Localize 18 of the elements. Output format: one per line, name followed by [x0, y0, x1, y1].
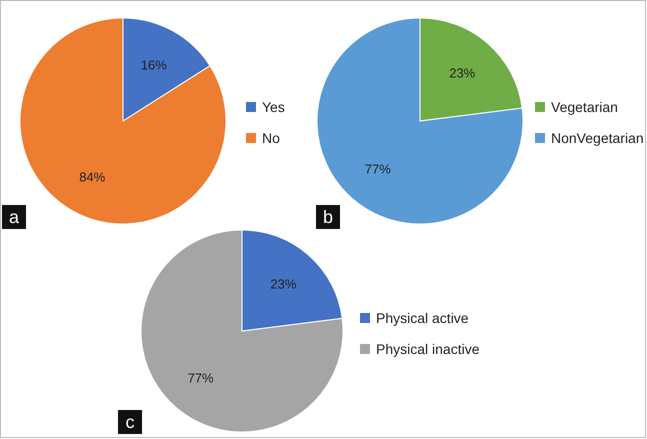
data-label: 23% [449, 66, 476, 81]
pie-slice [316, 18, 524, 224]
legend-label: Vegetarian [551, 98, 618, 115]
legend-label: No [262, 130, 280, 146]
text: a [8, 207, 20, 227]
pie-slice [20, 18, 226, 224]
legend-label: NonVegetarian [551, 130, 644, 146]
legend-label: Physical active [376, 310, 469, 326]
data-label: 77% [188, 370, 214, 386]
text: b [322, 207, 334, 227]
legend-label: Physical inactive [376, 340, 480, 357]
data-label: 77% [364, 161, 392, 176]
data-label: 84% [79, 170, 106, 185]
data-label: 23% [270, 276, 297, 292]
pie-slice [140, 230, 344, 432]
data-label: 16% [140, 58, 168, 73]
text: c [126, 412, 134, 432]
legend-label: Yes [262, 98, 285, 115]
